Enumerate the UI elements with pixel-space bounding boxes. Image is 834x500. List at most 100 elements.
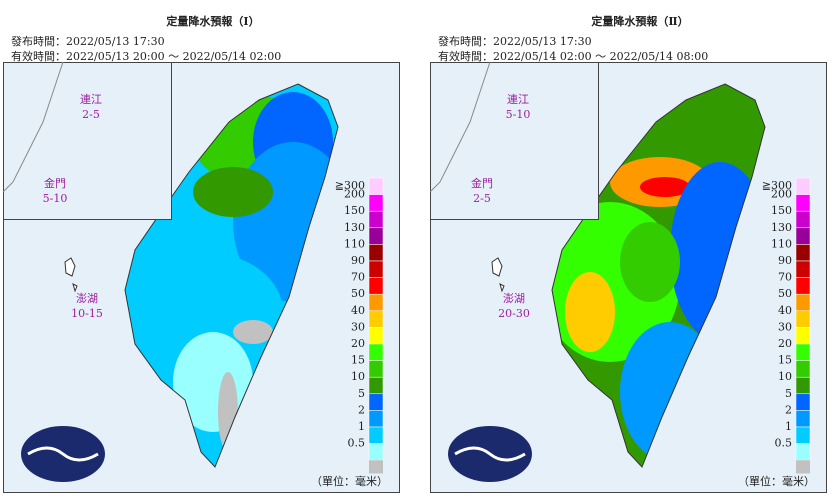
legend-label: 0.5 [348, 437, 366, 450]
issued-time: 發布時間：2022/05/13 17:30 [11, 34, 165, 48]
island-value: 2-5 [473, 192, 491, 205]
rain-area [193, 167, 273, 217]
legend-label: 0.5 [775, 437, 793, 450]
rain-area [640, 177, 690, 197]
legend-swatch [368, 260, 384, 278]
island-value: 5-10 [506, 108, 531, 121]
panel-title: 定量降水預報（Ⅰ） [166, 14, 259, 28]
legend-swatch [795, 343, 811, 361]
legend-label: 150 [344, 204, 365, 217]
legend-swatch [795, 194, 811, 212]
inset-frame [430, 62, 599, 220]
legend-swatch [368, 343, 384, 361]
legend-label: 2 [785, 403, 792, 416]
rain-area [565, 272, 615, 352]
panel: 定量降水預報（Ⅱ） 發布時間：2022/05/13 17:30有效時間：2022/… [429, 14, 827, 493]
legend-swatch [795, 443, 811, 461]
legend-swatch [369, 460, 383, 474]
rain-area [620, 222, 680, 302]
penghu [64, 257, 78, 293]
legend-swatch [368, 376, 384, 395]
penghu [491, 257, 505, 293]
legend-swatch [795, 177, 811, 195]
legend-label: 20 [778, 337, 792, 350]
legend-label: 90 [778, 254, 792, 267]
panel: 定量降水預報（Ⅰ）發布時間：2022/05/13 17:30有效時間：2022/… [2, 14, 400, 493]
legend-label: 40 [778, 304, 792, 317]
legend-label: 40 [351, 304, 365, 317]
legend-label: 20 [351, 337, 365, 350]
legend-label: 15 [351, 354, 365, 367]
legend-swatch [795, 426, 811, 444]
legend-swatch [368, 293, 384, 312]
legend-label: 200 [344, 188, 365, 201]
legend-label: ≧300 [762, 179, 792, 192]
legend-label: 5 [358, 387, 365, 400]
island-value: 10-15 [71, 307, 103, 320]
coastline [429, 61, 491, 193]
legend-swatch [368, 277, 384, 295]
legend-label: ≧300 [335, 179, 365, 192]
legend-swatch [795, 260, 811, 278]
legend-swatch [795, 244, 811, 262]
legend-swatch [368, 244, 384, 262]
legend-label: 1 [358, 420, 365, 433]
legend-label: 30 [778, 320, 792, 333]
legend-label: 70 [351, 271, 365, 284]
legend-swatch [368, 327, 384, 345]
inset-frame [3, 62, 172, 220]
unit-label: （單位：毫米） [311, 474, 388, 488]
legend-label: 130 [771, 221, 792, 234]
issued-time: 發布時間：2022/05/13 17:30 [438, 34, 592, 48]
legend-swatch [796, 460, 810, 474]
island-name: 連江 [80, 92, 102, 106]
legend-swatch [368, 310, 384, 328]
legend-swatch [368, 410, 384, 428]
legend-label: 15 [778, 354, 792, 367]
unit-label: （單位：毫米） [738, 474, 815, 488]
island-value: 20-30 [498, 307, 530, 320]
legend-label: 70 [778, 271, 792, 284]
legend-swatch [795, 227, 811, 245]
legend-swatch [368, 210, 384, 229]
legend-label: 1 [785, 420, 792, 433]
logo-mark [27, 446, 99, 462]
legend-swatch [368, 393, 384, 411]
legend-swatch [795, 360, 811, 378]
island-value: 2-5 [82, 108, 100, 121]
legend-label: 50 [778, 287, 792, 300]
legend-swatch [795, 277, 811, 295]
legend-swatch [795, 410, 811, 428]
legend-label: 200 [771, 188, 792, 201]
legend-label: 110 [771, 237, 792, 250]
coastline [2, 61, 64, 193]
valid-time: 有效時間：2022/05/14 02:00 ～ 2022/05/14 08:00 [438, 49, 708, 63]
legend-label: 50 [351, 287, 365, 300]
legend-label: 30 [351, 320, 365, 333]
legend-label: 10 [778, 370, 792, 383]
map: 連江2-5金門5-10澎湖10-15≧300200150130110907050… [2, 61, 400, 493]
legend-label: 130 [344, 221, 365, 234]
island-name: 澎湖 [76, 292, 98, 305]
valid-time: 有效時間：2022/05/13 20:00 ～ 2022/05/14 02:00 [11, 49, 281, 63]
legend-swatch [368, 443, 384, 461]
legend-label: 90 [351, 254, 365, 267]
legend-label: 10 [351, 370, 365, 383]
island-name: 金門 [471, 176, 493, 190]
legend-swatch [795, 210, 811, 229]
legend-swatch [795, 327, 811, 345]
legend-swatch [368, 426, 384, 444]
legend-swatch [795, 293, 811, 312]
legend-label: 5 [785, 387, 792, 400]
legend-swatch [368, 194, 384, 212]
logo-mark [454, 446, 526, 462]
island-name: 澎湖 [503, 292, 525, 305]
legend-label: 150 [771, 204, 792, 217]
legend-swatch [795, 393, 811, 411]
rain-area [233, 320, 273, 344]
map: 連江5-10金門2-5澎湖20-30≧300200150130110907050… [429, 61, 827, 493]
panel-title: 定量降水預報（Ⅱ） [591, 14, 688, 28]
legend-label: 2 [358, 403, 365, 416]
legend-swatch [368, 360, 384, 378]
